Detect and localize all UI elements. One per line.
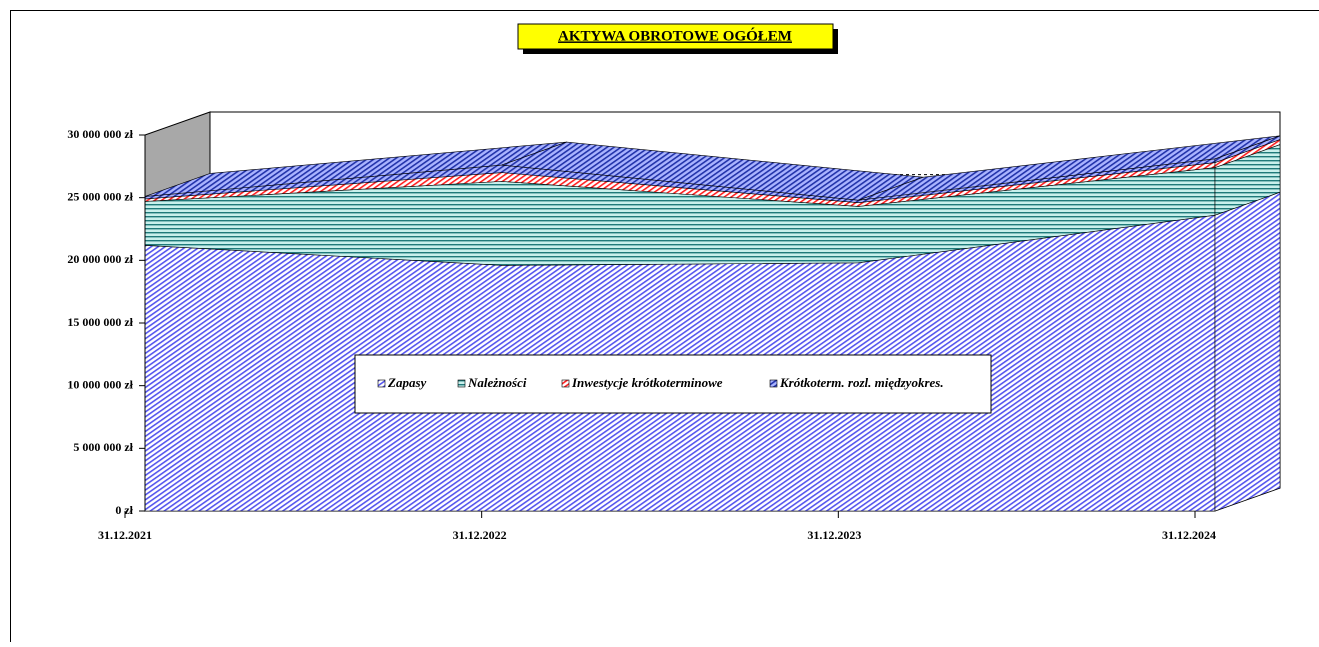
y-tick-label: 15 000 000 zł (67, 315, 133, 329)
legend-swatch (458, 380, 465, 387)
x-tick-label: 31.12.2021 (98, 528, 152, 542)
x-tick-label: 31.12.2022 (453, 528, 507, 542)
legend-label: Zapasy (387, 375, 427, 390)
y-tick-label: 5 000 000 zł (73, 440, 133, 454)
x-tick-label: 31.12.2023 (807, 528, 861, 542)
chart-title: AKTYWA OBROTOWE OGÓŁEM (558, 27, 792, 44)
x-tick-label: 31.12.2024 (1162, 528, 1216, 542)
legend-label: Inwestycje krótkoterminowe (571, 375, 723, 390)
y-tick-label: 0 zł (115, 503, 133, 517)
y-tick-label: 20 000 000 zł (67, 252, 133, 266)
area-side (1215, 192, 1280, 511)
y-tick-label: 10 000 000 zł (67, 377, 133, 391)
y-tick-label: 25 000 000 zł (67, 189, 133, 203)
legend-label: Krótkoterm. rozl. międzyokres. (779, 375, 944, 390)
legend-label: Należności (467, 375, 527, 390)
legend-swatch (562, 380, 569, 387)
legend-swatch (378, 380, 385, 387)
y-tick-label: 30 000 000 zł (67, 127, 133, 141)
legend-swatch (770, 380, 777, 387)
